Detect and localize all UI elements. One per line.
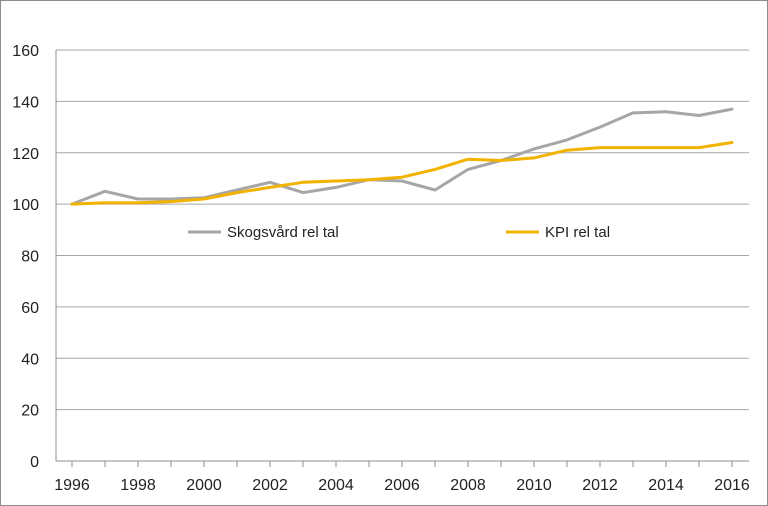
x-tick-label: 1998 <box>120 477 156 494</box>
y-tick-label: 160 <box>12 43 39 60</box>
legend-label-0: Skogsvård rel tal <box>227 224 339 241</box>
series-line-0 <box>70 107 734 206</box>
x-tick-label: 2008 <box>450 477 486 494</box>
legend-label-1: KPI rel tal <box>545 224 610 241</box>
y-tick-label: 140 <box>12 94 39 111</box>
series-line-1 <box>70 141 734 206</box>
legend: Skogsvård rel tal KPI rel tal <box>188 224 610 241</box>
x-tick-label: 2014 <box>648 477 684 494</box>
y-tick-label: 120 <box>12 146 39 163</box>
y-tick-label: 20 <box>21 403 39 420</box>
x-tick-label: 2006 <box>384 477 420 494</box>
x-tick-label: 2016 <box>714 477 750 494</box>
x-tick-label: 2012 <box>582 477 618 494</box>
y-tick-label: 100 <box>12 197 39 214</box>
y-tick-label: 60 <box>21 300 39 317</box>
series-lines <box>70 107 734 206</box>
x-tick-label: 2000 <box>186 477 222 494</box>
x-tick-label: 2010 <box>516 477 552 494</box>
x-axis-ticks: 1996 1998 2000 2002 2004 2006 2008 2010 2012 2014… <box>54 461 750 494</box>
y-tick-label: 80 <box>21 249 39 266</box>
y-axis-ticks: 0 20 40 60 80 100 120 140 160 <box>12 43 39 471</box>
x-tick-label: 2004 <box>318 477 354 494</box>
x-tick-label: 2002 <box>252 477 288 494</box>
y-tick-label: 0 <box>30 454 39 471</box>
x-tick-label: 1996 <box>54 477 90 494</box>
y-tick-label: 40 <box>21 351 39 368</box>
